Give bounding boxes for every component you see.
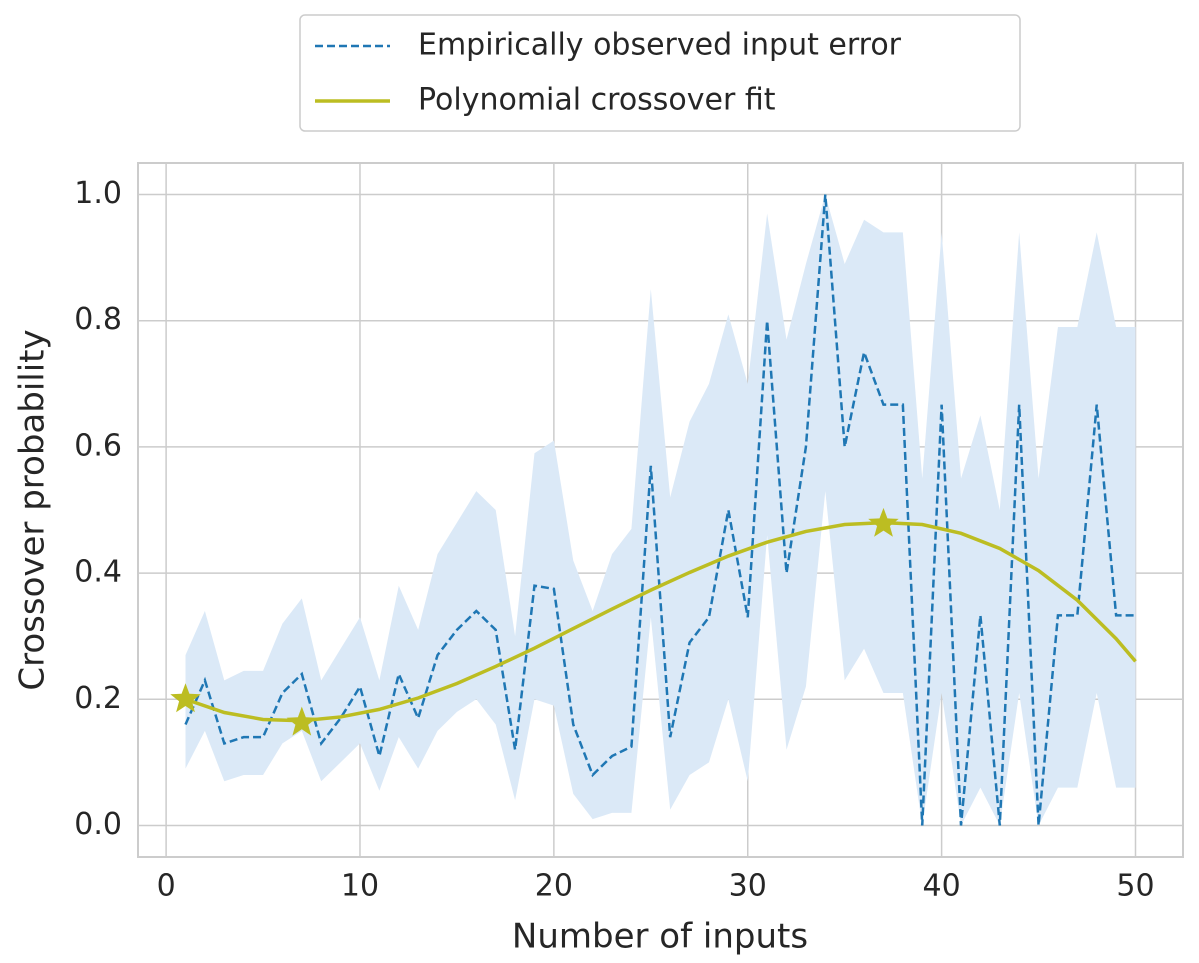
y-axis-label: Crossover probability: [13, 329, 53, 690]
star-marker: [286, 706, 317, 736]
legend: [299, 14, 1021, 132]
y-tick-label: 0.4: [74, 555, 122, 590]
star-marker: [868, 507, 899, 537]
legend-label: Empirically observed input error: [418, 28, 902, 63]
series-line: [184, 520, 1137, 723]
y-tick-label: 0.2: [74, 681, 122, 716]
star-marker: [170, 683, 201, 713]
x-tick-label: 0: [157, 869, 176, 904]
x-tick-label: 50: [1116, 869, 1154, 904]
error-band: [185, 194, 1136, 826]
y-tick-label: 1.0: [74, 176, 122, 211]
y-tick-label: 0.6: [74, 428, 122, 463]
x-tick-label: 10: [341, 869, 379, 904]
x-tick-label: 20: [535, 869, 573, 904]
y-tick-label: 0.8: [74, 302, 122, 337]
series-line: [184, 194, 1136, 826]
x-tick-label: 30: [729, 869, 767, 904]
legend-label: Polynomial crossover fit: [418, 83, 776, 118]
x-axis-label: Number of inputs: [512, 917, 808, 957]
x-tick-label: 40: [923, 869, 961, 904]
y-tick-label: 0.0: [74, 807, 122, 842]
